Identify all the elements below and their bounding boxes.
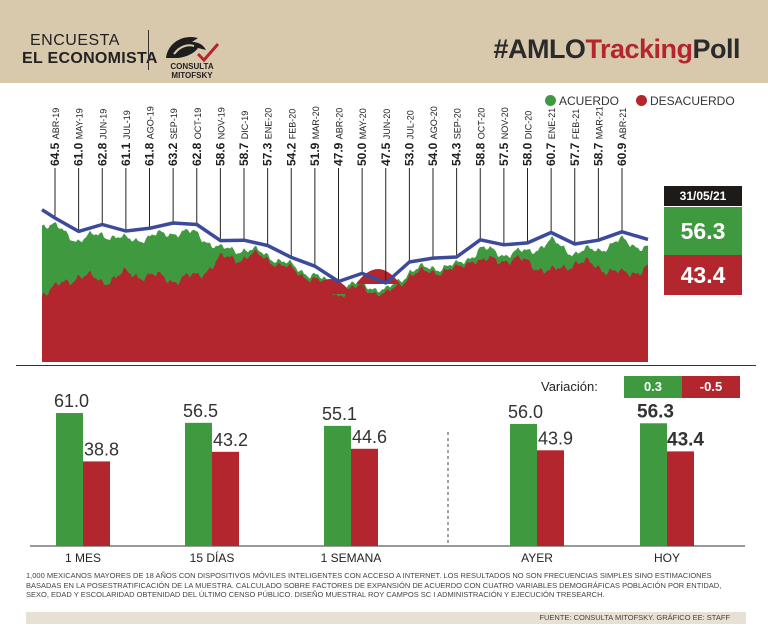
bar-category-label: 1 SEMANA <box>321 551 382 565</box>
bar-desacuerdo-label: 43.2 <box>213 430 248 450</box>
point-label: 62.8 OCT-19 <box>190 108 204 166</box>
comparison-bar-chart: 61.0 38.8 1 MES 56.5 43.2 15 DÍAS 55.1 44.6 1 SE… <box>30 391 745 565</box>
bar-desacuerdo <box>537 450 564 546</box>
latest-desacuerdo-value: 43.4 <box>664 255 742 295</box>
acuerdo-trend-line <box>41 208 649 285</box>
point-label: 58.6 NOV-19 <box>213 107 227 166</box>
bar-acuerdo <box>185 422 212 546</box>
point-label: 57.7 FEB-21 <box>568 109 582 166</box>
point-label: 64.5 ABR-19 <box>48 108 62 166</box>
legend-dot-desacuerdo-icon <box>636 95 647 106</box>
point-label: 53.0 JUL-20 <box>402 110 416 166</box>
latest-date: 31/05/21 <box>664 186 742 206</box>
bar-acuerdo-label: 61.0 <box>54 391 89 411</box>
legend-acuerdo: ACUERDO <box>545 94 619 108</box>
bar-acuerdo <box>56 413 83 546</box>
mitofsky-logo-icon <box>166 36 220 63</box>
point-label: 61.0 MAY-19 <box>72 108 86 166</box>
point-label: 50.0 MAY-20 <box>355 108 369 166</box>
point-label: 58.7 DIC-19 <box>237 111 251 166</box>
bar-category-label: HOY <box>654 551 680 565</box>
hashtag-title: #AMLOTrackingPoll <box>493 34 740 64</box>
legend-dot-acuerdo-icon <box>545 95 556 106</box>
point-label: 47.9 ABR-20 <box>332 108 346 166</box>
bar-acuerdo-label: 56.5 <box>183 401 218 421</box>
bar-category-label: AYER <box>521 551 553 565</box>
point-label: 51.9 MAR-20 <box>308 106 322 166</box>
desacuerdo-area <box>42 249 648 362</box>
bar-category-label: 15 DÍAS <box>190 550 235 565</box>
point-label: 54.3 SEP-20 <box>450 108 464 166</box>
point-label: 58.0 DIC-20 <box>521 111 535 166</box>
point-label: 62.8 JUN-19 <box>95 109 109 166</box>
bar-desacuerdo-label: 43.9 <box>538 428 573 448</box>
point-label: 57.3 ENE-20 <box>261 108 275 166</box>
section-divider <box>16 365 756 366</box>
brand-line1: ENCUESTA <box>30 32 120 49</box>
point-label: 60.7 ENE-21 <box>544 108 558 166</box>
latest-acuerdo-value: 56.3 <box>664 207 742 255</box>
bar-desacuerdo <box>351 448 378 546</box>
point-label: 54.2 FEB-20 <box>284 109 298 166</box>
bar-desacuerdo-label: 44.6 <box>352 427 387 447</box>
variation-desacuerdo: -0.5 <box>682 376 740 398</box>
legend-desacuerdo: DESACUERDO <box>636 94 735 108</box>
point-label: 60.9 ABR-21 <box>615 108 629 166</box>
logo-text: CONSULTA MITOFSKY <box>170 62 214 80</box>
header-bar: ENCUESTA EL ECONOMISTA CONSULTA MITOFSKY… <box>0 0 768 83</box>
bar-desacuerdo-label: 38.8 <box>84 439 119 459</box>
bar-desacuerdo <box>212 451 239 546</box>
bar-category-label: 1 MES <box>65 551 101 565</box>
variation-acuerdo: 0.3 <box>624 376 682 398</box>
header-divider <box>148 30 149 70</box>
methodology-note: 1,000 mexicanos mayores de 18 años con d… <box>26 571 722 599</box>
bar-acuerdo <box>510 423 537 546</box>
desacuerdo-peak <box>308 279 352 294</box>
bar-acuerdo-label: 55.1 <box>322 404 357 424</box>
variation-label: Variación: <box>541 379 598 394</box>
bar-acuerdo-label: 56.3 <box>637 401 674 422</box>
point-label: 58.8 OCT-20 <box>473 108 487 166</box>
bar-acuerdo <box>324 425 351 546</box>
point-label: 54.0 AGO-20 <box>426 106 440 166</box>
brand-line2: EL ECONOMISTA <box>22 50 158 67</box>
bar-acuerdo-label: 56.0 <box>508 402 543 422</box>
point-label: 57.5 NOV-20 <box>497 107 511 166</box>
bar-desacuerdo-label: 43.4 <box>667 429 704 450</box>
point-label: 63.2 SEP-19 <box>166 108 180 166</box>
bar-desacuerdo <box>83 461 110 546</box>
trend-chart: 64.5 ABR-19 61.0 MAY-19 62.8 JUN-19 61.1 JU… <box>41 106 649 362</box>
bar-acuerdo <box>640 423 667 546</box>
point-label: 47.5 JUN-20 <box>379 109 393 166</box>
point-label: 61.8 AGO-19 <box>143 106 157 166</box>
point-label: 58.7 MAR-21 <box>591 106 605 166</box>
point-label: 61.1 JUL-19 <box>119 110 133 166</box>
bar-desacuerdo <box>667 451 694 546</box>
source-line: FUENTE: CONSULTA MITOFSKY. GRÁFICO EE: S… <box>26 612 746 624</box>
